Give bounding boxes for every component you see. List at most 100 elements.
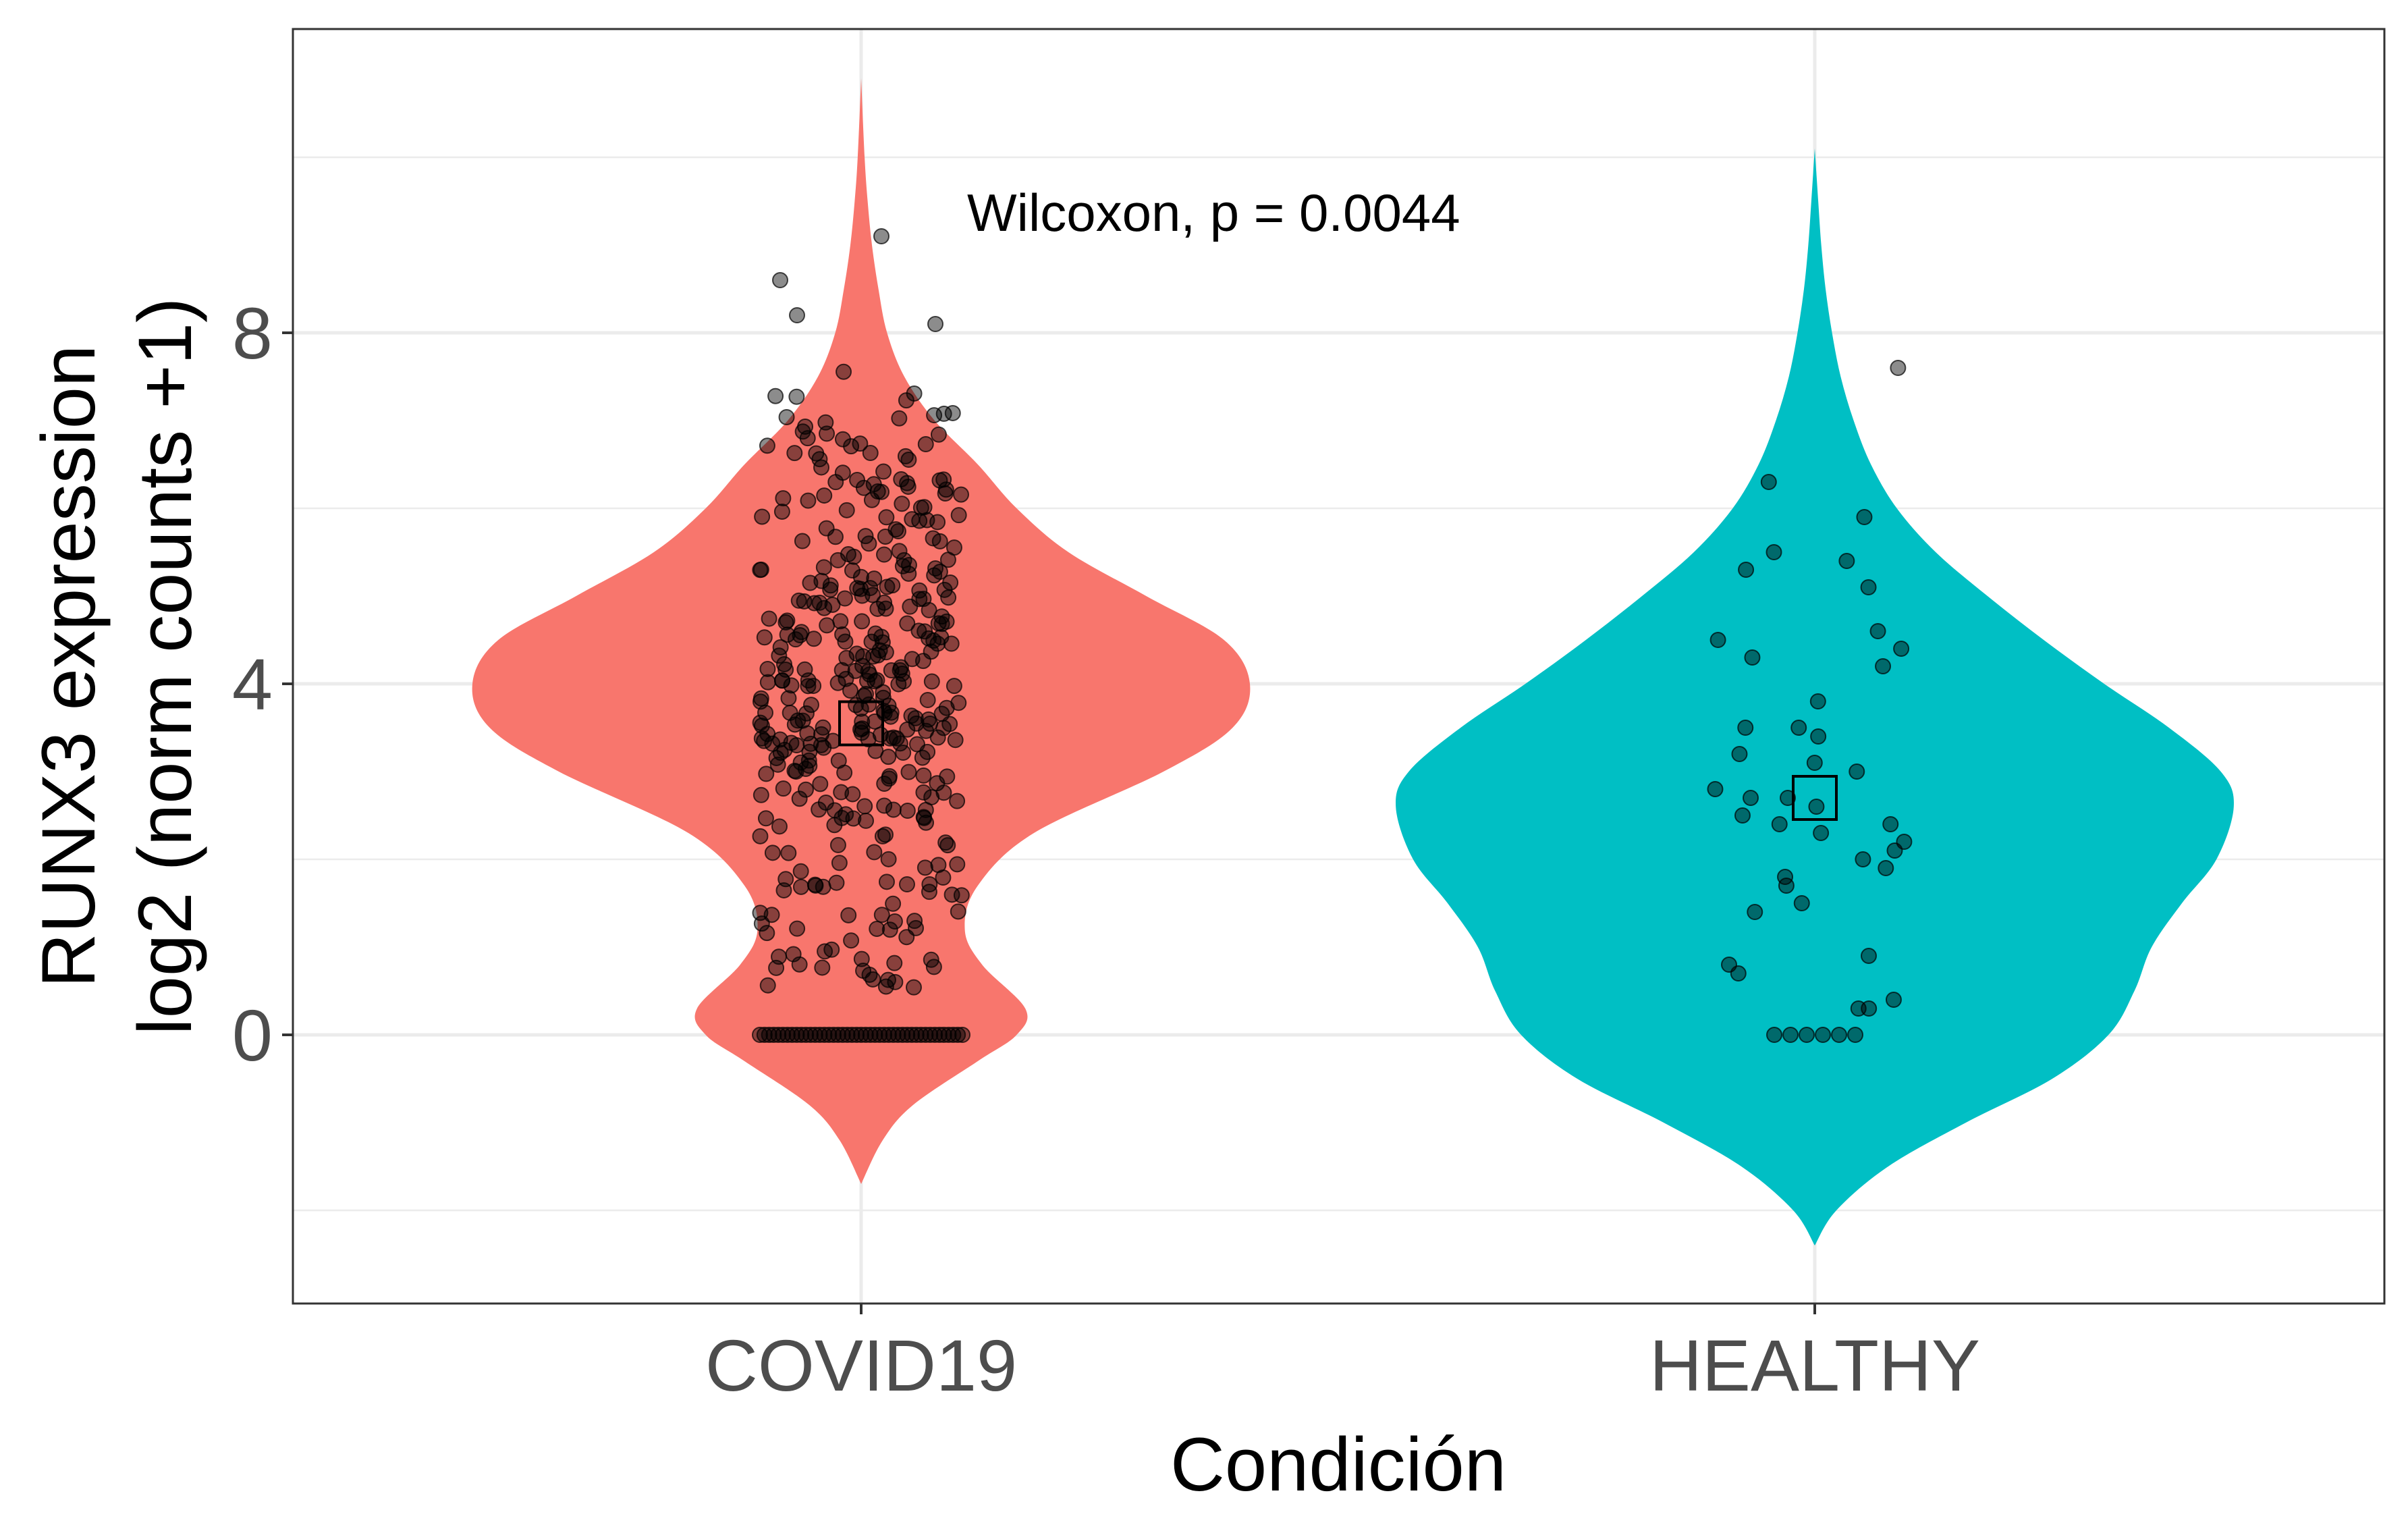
data-point xyxy=(753,717,770,734)
data-point xyxy=(789,920,806,937)
data-point xyxy=(756,1027,773,1043)
data-point xyxy=(836,590,853,607)
violin-healthy xyxy=(1396,149,2234,1245)
data-point xyxy=(800,678,817,695)
data-point xyxy=(930,615,947,632)
data-point xyxy=(879,971,896,988)
data-point xyxy=(1738,562,1755,578)
data-point xyxy=(757,810,774,827)
data-point xyxy=(925,530,941,547)
data-point xyxy=(847,662,864,679)
data-point xyxy=(939,837,956,854)
data-point xyxy=(758,766,775,782)
data-point xyxy=(900,565,917,582)
data-point xyxy=(912,500,929,516)
data-point xyxy=(946,678,962,695)
data-point xyxy=(833,662,850,678)
data-point xyxy=(898,392,914,409)
data-point xyxy=(919,692,936,709)
data-point xyxy=(761,1027,777,1043)
data-point xyxy=(773,672,790,689)
data-point xyxy=(788,737,805,754)
data-point xyxy=(790,592,807,609)
data-point xyxy=(899,1027,916,1043)
data-point xyxy=(1849,763,1865,780)
data-point xyxy=(753,730,770,747)
data-point xyxy=(838,649,855,666)
data-point xyxy=(798,705,815,722)
data-point xyxy=(817,943,833,960)
data-point xyxy=(829,552,846,568)
data-point xyxy=(844,1027,860,1043)
data-point xyxy=(867,1027,883,1043)
data-point xyxy=(907,709,924,726)
data-point xyxy=(921,601,937,618)
data-point xyxy=(937,481,954,498)
x-tick-label-healthy: HEALTHY xyxy=(1649,1324,1980,1406)
data-point xyxy=(752,1027,768,1043)
data-point xyxy=(869,920,885,937)
data-point xyxy=(1882,816,1899,832)
data-point xyxy=(954,1027,970,1043)
data-point xyxy=(759,437,775,454)
data-point xyxy=(853,724,870,741)
data-point xyxy=(912,1027,929,1043)
y-tick-label: 0 xyxy=(232,994,273,1076)
data-point xyxy=(1813,825,1830,841)
data-point xyxy=(816,1027,833,1043)
data-point xyxy=(821,1027,838,1043)
data-point xyxy=(834,1027,851,1043)
data-point xyxy=(1890,360,1907,376)
data-point xyxy=(806,1027,823,1043)
data-point xyxy=(890,1027,906,1043)
data-point xyxy=(833,784,850,801)
data-point xyxy=(772,745,789,761)
data-point xyxy=(921,884,937,901)
data-point xyxy=(756,629,773,646)
data-point xyxy=(794,533,811,549)
data-point xyxy=(916,859,933,876)
data-point xyxy=(862,1027,879,1043)
data-point xyxy=(757,704,774,721)
data-point xyxy=(884,577,901,594)
data-point xyxy=(1707,781,1724,797)
data-point xyxy=(836,764,853,781)
data-point xyxy=(777,871,794,888)
data-point xyxy=(811,451,828,468)
data-point xyxy=(1730,965,1747,982)
data-point xyxy=(853,1027,869,1043)
data-point xyxy=(922,715,939,732)
data-point xyxy=(818,520,835,537)
data-point xyxy=(949,793,966,809)
data-point xyxy=(840,907,857,923)
data-point xyxy=(908,1027,925,1043)
data-point xyxy=(792,863,809,880)
data-point xyxy=(775,780,792,797)
data-point xyxy=(834,464,851,481)
data-point xyxy=(900,556,917,573)
data-point xyxy=(899,475,916,491)
data-point xyxy=(929,775,946,792)
data-point xyxy=(891,543,908,560)
data-point xyxy=(875,463,892,480)
data-point xyxy=(908,736,925,753)
data-point xyxy=(1869,623,1886,639)
data-point xyxy=(1886,842,1903,859)
data-point xyxy=(894,1027,911,1043)
data-point xyxy=(874,634,891,651)
mean-markers xyxy=(838,700,1838,821)
data-point xyxy=(852,568,869,585)
data-point xyxy=(822,577,839,594)
data-point xyxy=(797,760,814,777)
data-point xyxy=(930,426,947,443)
data-point xyxy=(886,955,903,971)
data-point xyxy=(813,572,830,589)
data-point xyxy=(1778,878,1795,894)
data-point xyxy=(802,697,819,714)
data-point xyxy=(1790,720,1807,736)
data-point xyxy=(1744,649,1761,666)
data-point xyxy=(815,878,831,895)
data-point xyxy=(1875,658,1892,674)
data-point xyxy=(1885,992,1902,1008)
data-point xyxy=(793,1027,810,1043)
